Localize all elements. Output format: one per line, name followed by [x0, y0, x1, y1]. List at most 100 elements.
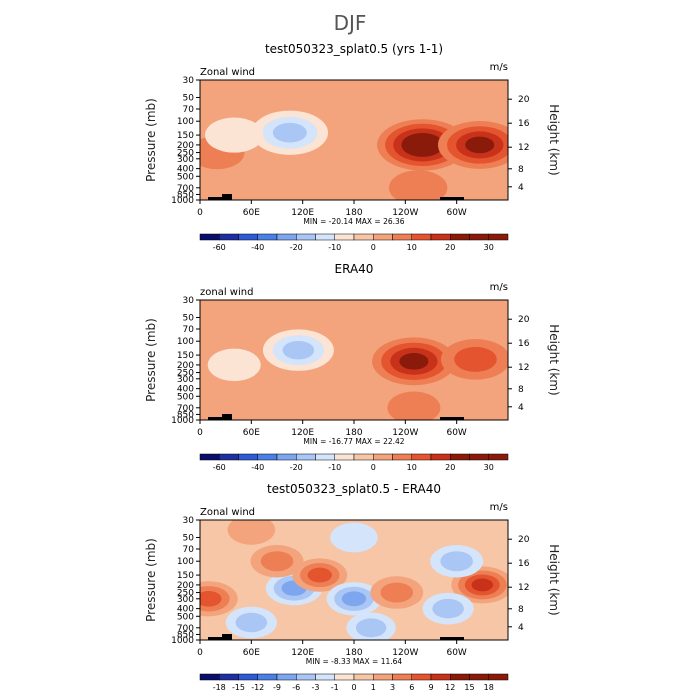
panel-title: test050323_splat0.5 - ERA40	[267, 482, 441, 496]
y-tick-label: 400	[177, 385, 194, 395]
colorbar-label: -60	[213, 463, 226, 472]
colorbar-box	[373, 453, 393, 461]
y2-tick-label: 20	[518, 95, 530, 105]
x-tick-label: 120E	[291, 648, 314, 658]
colorbar-box	[276, 673, 297, 681]
contour-feature-4	[207, 348, 261, 382]
contour-feature-4	[388, 170, 448, 200]
x-tick-label: 0	[197, 648, 203, 658]
y-tick-label: 150	[177, 571, 194, 581]
y-tick-label: 70	[183, 105, 195, 115]
y-tick-label: 500	[177, 612, 194, 622]
colorbar-box	[315, 233, 335, 241]
contour-level	[282, 340, 315, 360]
colorbar-box	[238, 673, 258, 681]
colorbar-label: 10	[407, 243, 417, 252]
y-axis-label: Pressure (mb)	[144, 98, 158, 182]
contour-level	[399, 353, 429, 370]
main-title: DJF	[334, 11, 367, 35]
colorbar-label: -18	[213, 683, 226, 692]
variable-label: Zonal wind	[200, 507, 255, 518]
colorbar-label: -1	[331, 683, 339, 692]
colorbar-box	[276, 233, 297, 241]
colorbar-box	[219, 673, 239, 681]
chart-panel-3: test050323_splat0.5 - ERA40 Zonal wind m/s…	[144, 482, 561, 692]
contour-feature-11	[346, 612, 396, 640]
colorbar-box	[353, 233, 374, 241]
colorbar-box	[276, 453, 297, 461]
colorbar-box	[315, 453, 335, 461]
colorbar-label: 20	[445, 243, 455, 252]
topography-mark	[208, 197, 230, 200]
colorbar-label: 6	[409, 683, 414, 692]
contour-level	[409, 137, 436, 153]
contour-level	[200, 590, 222, 607]
y2-tick-label: 16	[518, 559, 530, 569]
colorbar-box	[296, 673, 316, 681]
x-tick-label: 180	[345, 648, 362, 658]
contour-level	[380, 582, 414, 603]
y2-tick-label: 16	[518, 119, 530, 129]
y-tick-label: 70	[183, 325, 195, 335]
x-tick-label: 120W	[392, 208, 418, 218]
colorbar-label: -40	[251, 463, 264, 472]
y2-axis-label: Height (km)	[547, 104, 561, 175]
y2-tick-label: 4	[518, 183, 524, 193]
colorbar-box	[334, 673, 355, 681]
min-max-text: MIN = -20.14 MAX = 26.36	[303, 217, 404, 226]
panels: test050323_splat0.5 (yrs 1-1) Zonal wind m…	[144, 42, 561, 692]
y-tick-label: 150	[177, 131, 194, 141]
y-tick-label: 700	[177, 184, 194, 194]
colorbar-box	[373, 673, 393, 681]
contour-level	[207, 348, 261, 382]
topography-mark	[440, 197, 464, 200]
colorbar-box	[392, 233, 412, 241]
y-tick-label: 500	[177, 392, 194, 402]
y2-tick-label: 8	[518, 165, 524, 175]
y2-axis-label: Height (km)	[547, 324, 561, 395]
x-tick-label: 120E	[291, 208, 314, 218]
colorbar-box	[430, 233, 451, 241]
colorbar-label: -20	[290, 463, 303, 472]
y-tick-label: 30	[183, 516, 195, 526]
colorbar-label: 1	[371, 683, 376, 692]
colorbar-box	[469, 453, 489, 461]
colorbar-label: -20	[290, 243, 303, 252]
units-label: m/s	[490, 282, 508, 293]
colorbar-label: -10	[328, 463, 341, 472]
contour-feature-5	[387, 391, 441, 420]
y2-tick-label: 8	[518, 385, 524, 395]
y-tick-label: 400	[177, 605, 194, 615]
y-tick-label: 50	[183, 93, 195, 103]
y-tick-label: 700	[177, 624, 194, 634]
y2-tick-label: 4	[518, 623, 524, 633]
chart-panel-1: test050323_splat0.5 (yrs 1-1) Zonal wind m…	[144, 42, 561, 252]
contour-level	[471, 578, 494, 592]
y-tick-label: 100	[177, 557, 194, 567]
contour-feature-4	[292, 558, 348, 592]
colorbar-box	[334, 453, 355, 461]
colorbar-label: 18	[484, 683, 494, 692]
contour-feature-1	[251, 110, 329, 155]
panel-title: ERA40	[335, 262, 374, 276]
colorbar-label: 15	[464, 683, 474, 692]
y-tick-label: 100	[177, 337, 194, 347]
colorbar-label: 12	[445, 683, 455, 692]
contour-feature-3	[250, 544, 304, 578]
min-max-text: MIN = -8.33 MAX = 11.64	[306, 657, 403, 666]
colorbar-box	[469, 233, 489, 241]
y-tick-label: 70	[183, 545, 195, 555]
colorbar-label: 20	[445, 463, 455, 472]
y2-tick-label: 20	[518, 535, 530, 545]
colorbar-box	[238, 233, 258, 241]
x-tick-label: 60E	[243, 208, 260, 218]
x-tick-label: 120W	[392, 648, 418, 658]
y2-tick-label: 12	[518, 363, 529, 373]
colorbar-label: 10	[407, 463, 417, 472]
y-axis-label: Pressure (mb)	[144, 538, 158, 622]
y-tick-label: 850	[177, 410, 194, 420]
colorbar-box	[392, 673, 412, 681]
colorbar-label: -3	[312, 683, 320, 692]
contour-feature-3	[437, 121, 508, 169]
